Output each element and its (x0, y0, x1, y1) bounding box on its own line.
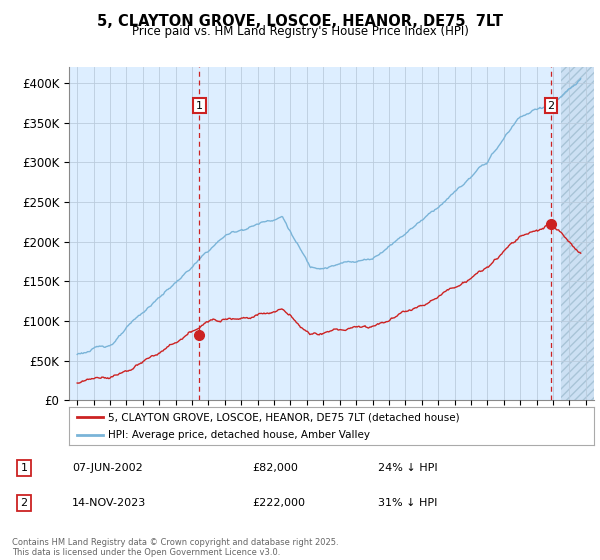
Text: £222,000: £222,000 (252, 498, 305, 508)
Text: 2: 2 (547, 100, 554, 110)
Text: Price paid vs. HM Land Registry's House Price Index (HPI): Price paid vs. HM Land Registry's House … (131, 25, 469, 38)
Text: 5, CLAYTON GROVE, LOSCOE, HEANOR, DE75 7LT (detached house): 5, CLAYTON GROVE, LOSCOE, HEANOR, DE75 7… (109, 412, 460, 422)
Text: 1: 1 (196, 100, 203, 110)
Text: 31% ↓ HPI: 31% ↓ HPI (378, 498, 437, 508)
Text: £82,000: £82,000 (252, 463, 298, 473)
Text: 2: 2 (20, 498, 28, 508)
Text: 14-NOV-2023: 14-NOV-2023 (72, 498, 146, 508)
Text: HPI: Average price, detached house, Amber Valley: HPI: Average price, detached house, Ambe… (109, 430, 370, 440)
Text: Contains HM Land Registry data © Crown copyright and database right 2025.
This d: Contains HM Land Registry data © Crown c… (12, 538, 338, 557)
Text: 24% ↓ HPI: 24% ↓ HPI (378, 463, 437, 473)
Bar (561, 67, 594, 400)
Text: 07-JUN-2002: 07-JUN-2002 (72, 463, 143, 473)
Text: 1: 1 (20, 463, 28, 473)
Text: 5, CLAYTON GROVE, LOSCOE, HEANOR, DE75  7LT: 5, CLAYTON GROVE, LOSCOE, HEANOR, DE75 7… (97, 14, 503, 29)
